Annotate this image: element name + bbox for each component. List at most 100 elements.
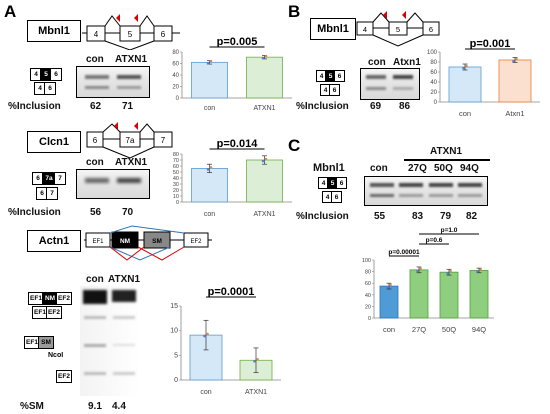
y-tick-label: 20 <box>172 85 179 91</box>
lane-label-94q: 94Q <box>460 163 479 174</box>
isoform-mbnl1-c-top-6: 6 <box>336 177 347 189</box>
y-tick-label: 70 <box>173 158 179 164</box>
y-tick-label: 0 <box>176 96 180 102</box>
y-tick-label: 40 <box>173 176 179 182</box>
row-label-sm: %SM <box>20 401 44 412</box>
value-con-a2: 56 <box>90 207 102 218</box>
lane-label-con-a2: con <box>86 157 104 168</box>
value-27q: 83 <box>412 211 424 222</box>
y-tick-label: 15 <box>170 303 178 310</box>
value-50q: 79 <box>440 211 452 222</box>
y-tick-label: 100 <box>362 258 371 264</box>
exon-diagram-actn1: EF1 NM SM EF2 <box>84 225 212 261</box>
gel-mbnl1-c <box>364 176 488 206</box>
y-tick-label: 20 <box>173 188 179 194</box>
x-tick-label: con <box>200 389 211 396</box>
isoform-clcn1-bottom-7: 7 <box>46 187 58 200</box>
isoform-mbnl1-a-bottom-6: 6 <box>44 82 56 95</box>
bar-chart-b-mbnl1: 0 20 40 60 80 100 con Atxn1 p=0.001 <box>427 38 540 118</box>
isoform-mbnl1-c-bottom-6: 6 <box>331 191 342 203</box>
bar-con <box>191 168 228 203</box>
lane-label-atxn1-a3: ATXN1 <box>108 274 141 285</box>
data-point <box>253 359 256 363</box>
gel-actn1 <box>80 286 140 396</box>
x-tick-label: ATXN1 <box>253 211 275 218</box>
isoform-actn1-nm-ef2: EF2 <box>56 292 72 305</box>
data-point <box>261 159 265 163</box>
x-tick-label: ATXN1 <box>245 389 267 396</box>
data-point <box>206 332 209 336</box>
exon-mbnl1-a-5: 5 <box>128 30 133 39</box>
y-tick-label: 10 <box>173 194 179 200</box>
x-tick-label: con <box>204 211 215 218</box>
isoform-actn1-sm-sm: SM <box>38 336 54 349</box>
y-tick-label: 100 <box>427 50 438 56</box>
x-tick-label: 50Q <box>442 325 456 334</box>
y-tick-label: 20 <box>365 304 371 310</box>
lane-label-con-c: con <box>370 163 388 174</box>
y-tick-label: 80 <box>365 270 371 276</box>
data-point <box>386 285 389 289</box>
y-tick-label: 60 <box>430 70 437 76</box>
bar-con <box>191 61 228 99</box>
row-label-inclusion-a2: %Inclusion <box>8 207 61 218</box>
exon-diagram-mbnl1-b: 4 5 6 <box>356 11 440 47</box>
y-tick-label: 60 <box>172 62 179 68</box>
p-value-label: p=0.0001 <box>208 286 255 298</box>
y-tick-label: 60 <box>173 164 179 170</box>
lane-label-atxn1-a1: ATXN1 <box>115 54 148 65</box>
gel-mbnl1-b <box>360 68 420 100</box>
y-tick-label: 0 <box>368 316 371 322</box>
data-point <box>476 270 479 273</box>
y-tick-label: 60 <box>365 281 371 287</box>
exon-actn1-nm: NM <box>120 238 130 245</box>
ncoi-label: NcoI <box>48 352 64 359</box>
exon-clcn1-7: 7 <box>161 136 166 145</box>
exon-actn1-ef1: EF1 <box>92 239 104 245</box>
group-bracket-line <box>404 159 490 161</box>
value-atxn1-a2: 70 <box>122 207 134 218</box>
y-tick-label: 10 <box>170 328 178 335</box>
data-point <box>206 62 210 65</box>
isoform-mbnl1-b-bottom-6: 6 <box>329 84 340 96</box>
y-tick-label: 5 <box>174 352 178 359</box>
gene-label-mbnl1-a: Mbnl1 <box>27 20 81 42</box>
x-tick-label: Atxn1 <box>505 109 524 118</box>
data-point <box>261 56 265 60</box>
data-point <box>264 54 268 58</box>
panel-letter-b: B <box>288 2 301 21</box>
x-tick-label: con <box>204 105 215 112</box>
gene-label-actn1: Actn1 <box>27 230 81 252</box>
bar-con <box>448 66 482 103</box>
p-value-label: p=0.6 <box>426 237 443 244</box>
y-tick-label: 30 <box>173 182 179 188</box>
p-value-label: p=1.0 <box>441 227 458 234</box>
bar-ATXN1 <box>246 159 283 203</box>
y-tick-label: 40 <box>365 293 371 299</box>
isoform-mbnl1-a-top-4: 4 <box>30 68 42 81</box>
p-value-label: p=0.005 <box>217 36 258 48</box>
data-point <box>209 60 213 63</box>
lane-label-con-b: con <box>368 57 386 68</box>
bar-50Q <box>439 271 459 319</box>
lane-label-50q: 50Q <box>434 163 453 174</box>
value-94q: 82 <box>466 211 478 222</box>
y-tick-label: 80 <box>430 60 437 66</box>
exon-mbnl1-a-6: 6 <box>161 30 166 39</box>
data-point <box>419 267 422 271</box>
exon-diagram-clcn1: 6 7a 7 <box>86 122 173 159</box>
lane-label-atxn1-a2: ATXN1 <box>115 157 148 168</box>
data-point <box>264 157 268 161</box>
isoform-clcn1-top-7: 7 <box>54 172 66 185</box>
y-tick-label: 0 <box>434 100 438 106</box>
y-tick-label: 80 <box>172 50 179 56</box>
exon-diagram-mbnl1-a: 4 5 6 <box>82 14 180 50</box>
value-con-c: 55 <box>374 211 386 222</box>
y-tick-label: 80 <box>173 152 179 158</box>
p-value-label: p=0.014 <box>217 138 259 150</box>
row-label-inclusion-b: %Inclusion <box>296 101 349 112</box>
x-tick-label: 94Q <box>472 325 486 334</box>
y-tick-label: 0 <box>174 377 178 384</box>
data-point <box>416 269 419 273</box>
